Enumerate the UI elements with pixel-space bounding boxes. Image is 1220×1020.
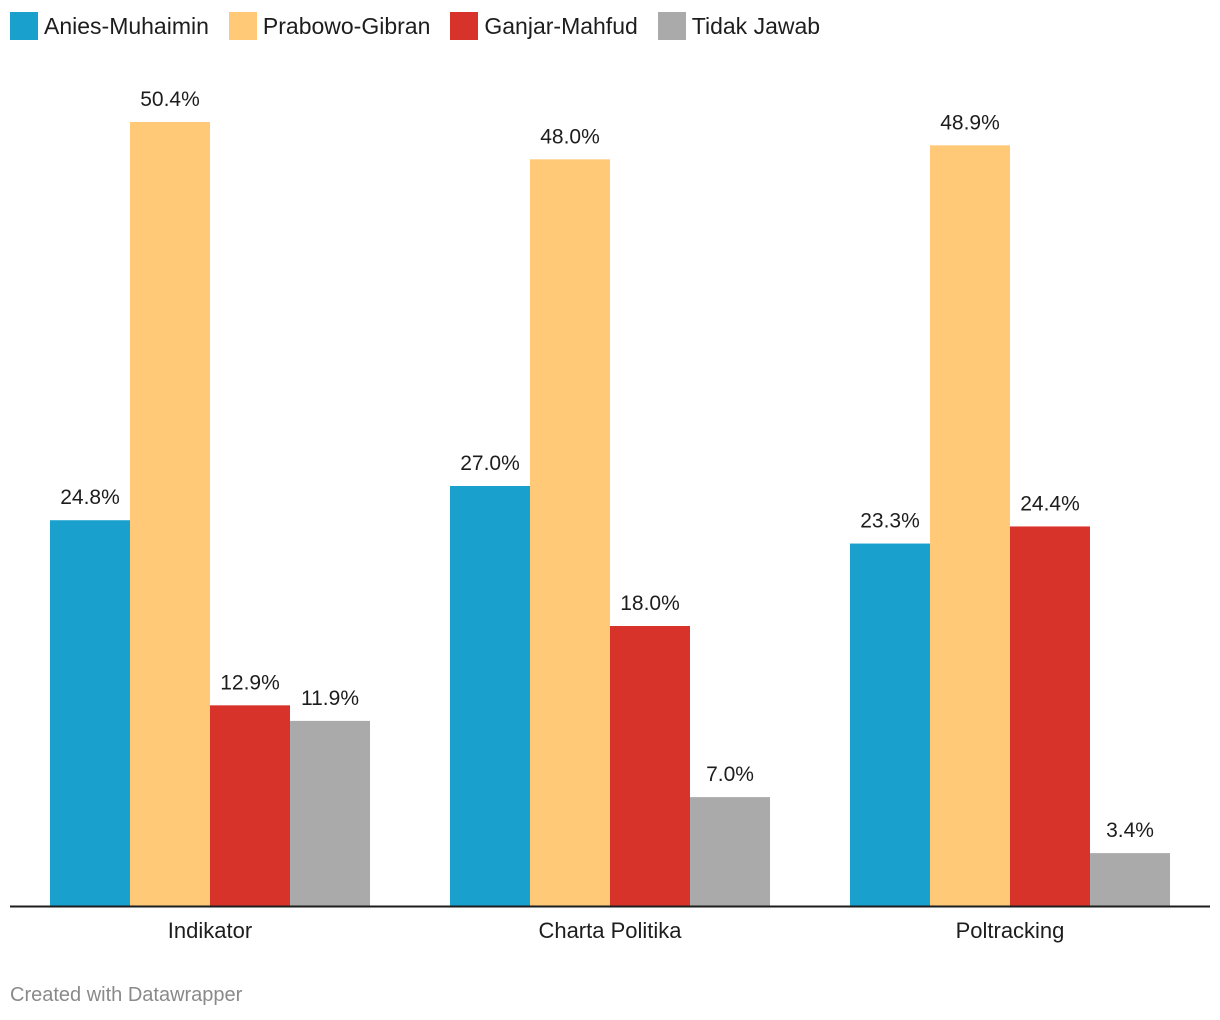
data-label-poltracking-ganjar-mahfud: 24.4%: [1020, 492, 1080, 515]
data-label-poltracking-anies-muhaimin: 23.3%: [860, 510, 920, 533]
bar-charta-politika-tidak-jawab: [690, 797, 770, 906]
data-label-charta-politika-anies-muhaimin: 27.0%: [460, 452, 520, 475]
bar-poltracking-anies-muhaimin: [850, 543, 930, 906]
bar-poltracking-ganjar-mahfud: [1010, 526, 1090, 906]
category-label-poltracking: Poltracking: [956, 918, 1065, 943]
legend-item-prabowo-gibran: Prabowo-Gibran: [228, 12, 431, 40]
legend-label-ganjar-mahfud: Ganjar-Mahfud: [484, 12, 638, 39]
category-label-charta-politika: Charta Politika: [538, 918, 682, 943]
bar-chart: 24.8% 50.4% 12.9% 11.9% Indikator 27.0% 48.0% 1…: [10, 88, 1210, 943]
footer-credit: Created with Datawrapper: [10, 984, 243, 1006]
bar-poltracking-tidak-jawab: [1090, 853, 1170, 906]
bar-poltracking-prabowo-gibran: [930, 145, 1010, 907]
bar-indikator-prabowo-gibran: [130, 122, 210, 906]
bar-indikator-tidak-jawab: [290, 720, 370, 906]
legend-item-tidak-jawab: Tidak Jawab: [657, 12, 821, 40]
legend-swatch-anies-muhaimin: [10, 12, 38, 40]
bar-charta-politika-anies-muhaimin: [450, 486, 530, 906]
data-label-charta-politika-prabowo-gibran: 48.0%: [540, 125, 600, 148]
data-label-indikator-ganjar-mahfud: 12.9%: [220, 671, 280, 694]
legend-swatch-tidak-jawab: [657, 12, 686, 40]
bar-charta-politika-ganjar-mahfud: [610, 626, 690, 906]
legend-label-tidak-jawab: Tidak Jawab: [691, 12, 821, 39]
legend-item-anies-muhaimin: Anies-Muhaimin: [10, 12, 209, 40]
category-label-indikator: Indikator: [168, 918, 252, 943]
data-label-indikator-anies-muhaimin: 24.8%: [60, 486, 120, 509]
data-label-indikator-prabowo-gibran: 50.4%: [140, 88, 200, 111]
legend-swatch-prabowo-gibran: [228, 12, 257, 40]
bar-indikator-anies-muhaimin: [50, 520, 130, 906]
legend: Anies-Muhaimin Prabowo-Gibran Ganjar-Mah…: [10, 10, 840, 42]
legend-item-ganjar-mahfud: Ganjar-Mahfud: [450, 12, 638, 40]
legend-label-anies-muhaimin: Anies-Muhaimin: [44, 12, 209, 39]
legend-label-prabowo-gibran: Prabowo-Gibran: [262, 12, 431, 39]
data-label-poltracking-prabowo-gibran: 48.9%: [940, 111, 1000, 134]
bar-charta-politika-prabowo-gibran: [530, 159, 610, 907]
data-label-charta-politika-tidak-jawab: 7.0%: [706, 763, 754, 786]
data-label-indikator-tidak-jawab: 11.9%: [301, 687, 359, 710]
bar-indikator-ganjar-mahfud: [210, 705, 290, 906]
data-label-charta-politika-ganjar-mahfud: 18.0%: [620, 592, 680, 615]
legend-swatch-ganjar-mahfud: [450, 12, 479, 40]
data-label-poltracking-tidak-jawab: 3.4%: [1106, 819, 1154, 842]
